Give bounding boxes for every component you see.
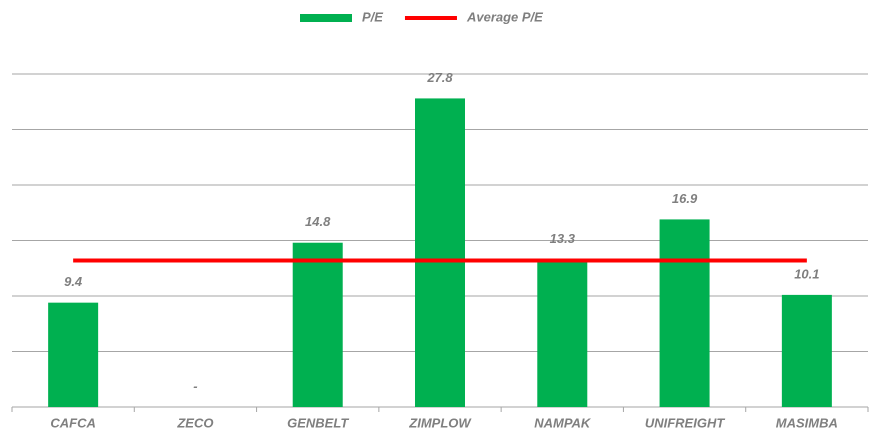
data-label: 14.8	[305, 214, 331, 229]
data-label: 16.9	[672, 191, 698, 206]
data-label: 9.4	[64, 274, 83, 289]
legend-label: Average P/E	[466, 9, 543, 24]
legend-swatch	[300, 14, 352, 22]
x-tick-label: ZECO	[176, 415, 213, 430]
bar	[659, 219, 710, 407]
x-tick-label: CAFCA	[50, 415, 96, 430]
bar	[48, 302, 99, 407]
x-tick-label: UNIFREIGHT	[645, 415, 726, 430]
bar	[415, 98, 465, 408]
x-tick-label: MASIMBA	[776, 415, 838, 430]
data-label: 13.3	[550, 231, 576, 246]
x-tick-label: ZIMPLOW	[408, 415, 472, 430]
bar	[537, 259, 588, 407]
x-tick-label: NAMPAK	[534, 415, 592, 430]
bar	[292, 242, 343, 407]
bar	[781, 294, 832, 407]
data-label: 27.8	[426, 70, 453, 85]
legend-label: P/E	[362, 9, 383, 24]
x-tick-label: GENBELT	[287, 415, 349, 430]
data-label: -	[193, 378, 197, 393]
data-label: 10.1	[794, 266, 819, 281]
